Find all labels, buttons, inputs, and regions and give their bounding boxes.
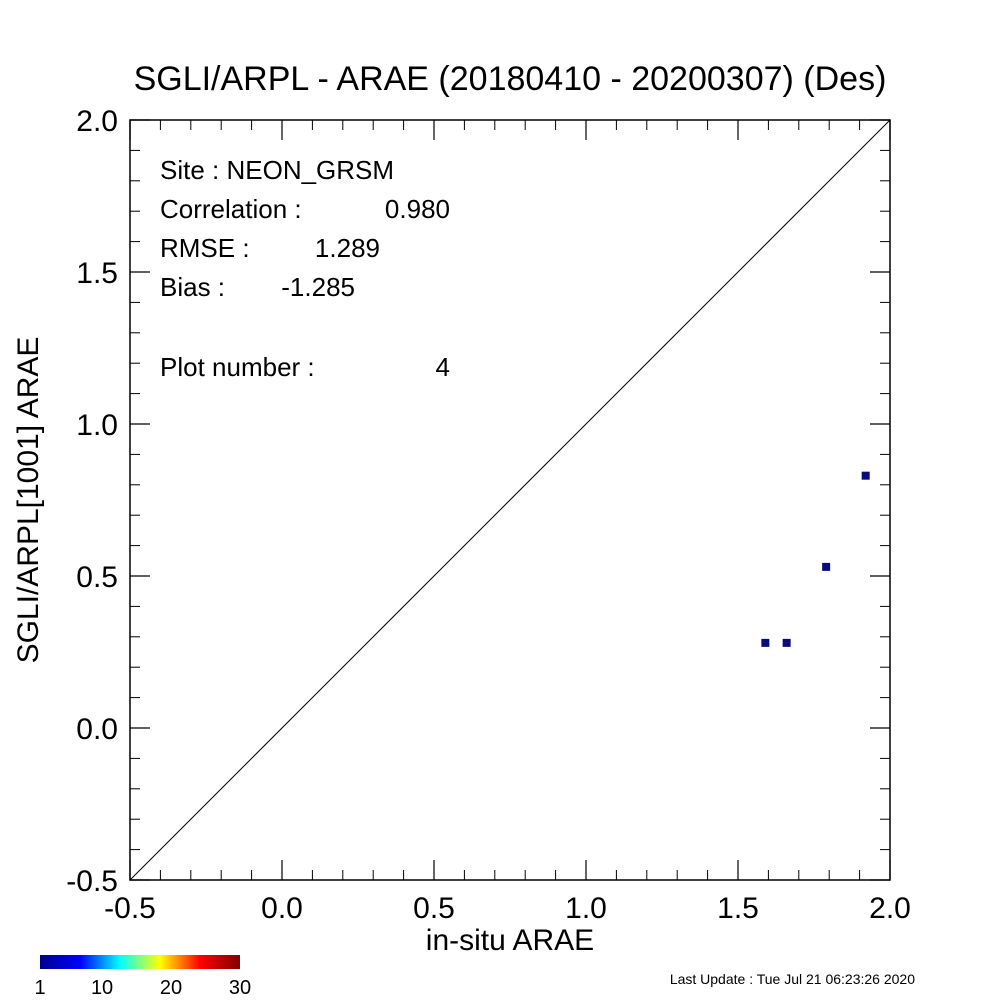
stat-label: Bias : [160,272,225,302]
one-to-one-line [129,119,891,881]
stat-value: 4 [436,352,450,382]
y-tick-label: 2.0 [76,105,118,138]
colorbar-tick-label: 30 [229,977,251,999]
x-axis-ticks: -0.5 0.0 0.5 1.0 1.5 2.0 [104,120,911,925]
y-tick-label: 1.5 [76,257,118,290]
data-point [822,562,831,571]
data-point [861,471,870,480]
colorbar-tick-label: 20 [160,977,182,999]
colorbar-ticks: 1 10 20 30 [34,977,251,999]
y-axis-label: SGLI/ARPL[1001] ARAE [12,337,45,664]
x-tick-label: 0.0 [261,892,303,925]
x-tick-label: -0.5 [104,892,156,925]
x-tick-label: 1.5 [717,892,759,925]
colorbar [40,955,240,969]
minor-ticks [130,120,890,880]
stat-label: Site : NEON_GRSM [160,155,394,185]
x-tick-label: 2.0 [869,892,911,925]
data-point [782,638,791,647]
x-tick-label: 1.0 [565,892,607,925]
stat-label: Correlation : [160,194,302,224]
stat-label: Plot number : [160,352,315,382]
y-tick-label: 1.0 [76,409,118,442]
y-tick-label: 0.0 [76,713,118,746]
y-tick-label: 0.5 [76,561,118,594]
plot-frame [129,119,891,881]
stat-value: -1.285 [281,272,355,302]
stat-label: RMSE : [160,233,250,263]
y-tick-label: -0.5 [66,865,118,898]
x-tick-label: 0.5 [413,892,455,925]
chart-title: SGLI/ARPL - ARAE (20180410 - 20200307) (… [134,60,887,98]
colorbar-tick-label: 1 [34,977,45,999]
stat-value: 0.980 [385,194,450,224]
x-axis-label: in-situ ARAE [426,924,594,957]
stats-panel: Site : NEON_GRSM Correlation : 0.980 RMSE :… [160,155,450,382]
data-points [761,471,870,647]
last-update-footer: Last Update : Tue Jul 21 06:23:26 2020 [670,971,915,987]
stat-value: 1.289 [315,233,380,263]
y-axis-ticks: -0.5 0.0 0.5 1.0 1.5 2.0 [66,105,890,898]
colorbar-tick-label: 10 [91,977,113,999]
data-point [761,638,770,647]
